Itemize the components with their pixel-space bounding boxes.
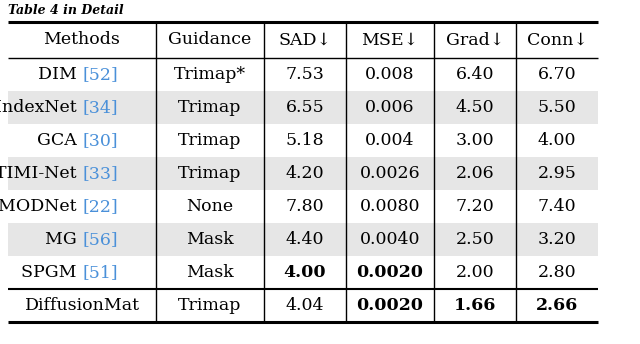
Text: 2.00: 2.00 [456,264,494,281]
Bar [8,256,598,289]
Text: [51]: [51] [82,264,118,281]
Text: 7.53: 7.53 [285,66,324,83]
Text: 0.0040: 0.0040 [360,231,420,248]
Text: 4.04: 4.04 [285,297,324,314]
Text: [34]: [34] [82,99,118,116]
Text: 7.80: 7.80 [285,198,324,215]
Text: 6.70: 6.70 [538,66,576,83]
Text: SPGM: SPGM [21,264,82,281]
Text: 4.50: 4.50 [456,99,494,116]
Text: 2.80: 2.80 [538,264,576,281]
Text: 0.0020: 0.0020 [356,297,424,314]
Text: 2.50: 2.50 [456,231,494,248]
Bar [8,91,598,124]
Text: [52]: [52] [82,66,118,83]
Text: 7.20: 7.20 [456,198,494,215]
Text: Table 4 in Detail: Table 4 in Detail [8,4,124,17]
Text: Trimap: Trimap [179,165,242,182]
Text: TIMI-Net: TIMI-Net [0,165,82,182]
Text: 5.18: 5.18 [285,132,324,149]
Text: [56]: [56] [82,231,118,248]
Text: 3.20: 3.20 [538,231,577,248]
Text: SAD↓: SAD↓ [278,32,332,49]
Text: Trimap: Trimap [179,132,242,149]
Text: Guidance: Guidance [168,32,252,49]
Text: 0.0026: 0.0026 [360,165,420,182]
Text: 7.40: 7.40 [538,198,576,215]
Text: 0.0020: 0.0020 [356,264,424,281]
Bar [8,190,598,223]
Text: None: None [186,198,234,215]
Bar [8,22,598,58]
Text: Trimap: Trimap [179,297,242,314]
Text: 2.06: 2.06 [456,165,494,182]
Text: 0.0080: 0.0080 [360,198,420,215]
Text: GCA: GCA [36,132,82,149]
Text: 2.95: 2.95 [538,165,577,182]
Text: 4.20: 4.20 [285,165,324,182]
Text: Methods: Methods [44,32,120,49]
Text: 0.006: 0.006 [365,99,415,116]
Bar [8,124,598,157]
Text: Trimap*: Trimap* [174,66,246,83]
Text: 4.40: 4.40 [285,231,324,248]
Text: [30]: [30] [82,132,118,149]
Text: Grad↓: Grad↓ [446,32,504,49]
Text: MODNet: MODNet [0,198,82,215]
Text: Mask: Mask [186,231,234,248]
Text: MSE↓: MSE↓ [362,32,419,49]
Text: MG: MG [45,231,82,248]
Text: Conn↓: Conn↓ [527,32,588,49]
Text: [33]: [33] [82,165,118,182]
Text: 4.00: 4.00 [538,132,576,149]
Text: DIM: DIM [38,66,82,83]
Text: 4.00: 4.00 [284,264,326,281]
Text: 3.00: 3.00 [456,132,494,149]
Text: 5.50: 5.50 [538,99,577,116]
Text: 0.008: 0.008 [365,66,415,83]
Text: IndexNet: IndexNet [0,99,82,116]
Text: 0.004: 0.004 [365,132,415,149]
Bar [8,58,598,91]
Bar [8,289,598,322]
Text: 1.66: 1.66 [454,297,496,314]
Text: 6.40: 6.40 [456,66,494,83]
Text: 6.55: 6.55 [285,99,324,116]
Text: Trimap: Trimap [179,99,242,116]
Bar [8,223,598,256]
Text: [22]: [22] [82,198,118,215]
Text: DiffusionMat: DiffusionMat [24,297,140,314]
Bar [8,157,598,190]
Text: Mask: Mask [186,264,234,281]
Text: 2.66: 2.66 [536,297,578,314]
